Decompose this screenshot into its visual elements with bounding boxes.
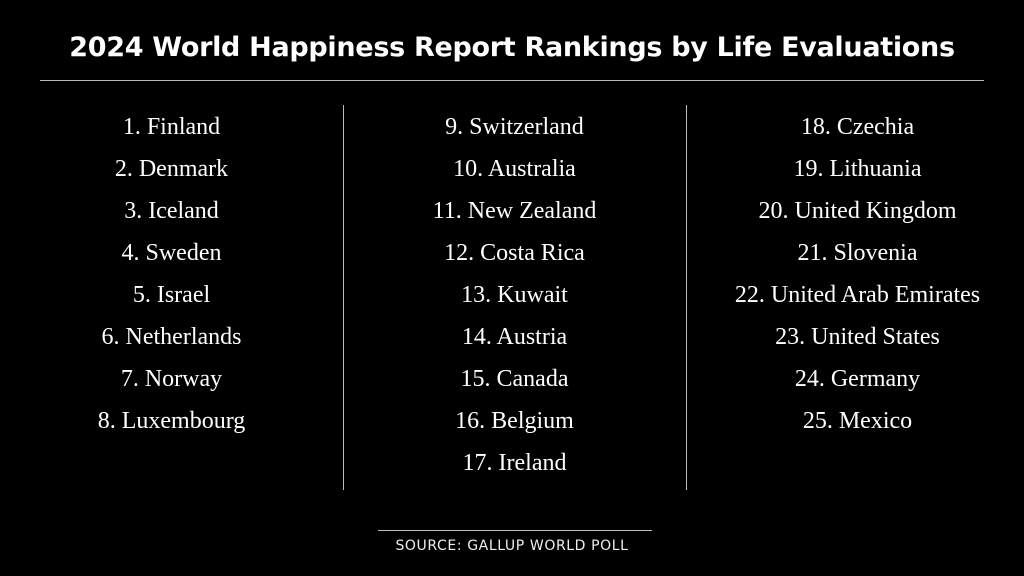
ranking-item: 17. Ireland [462, 450, 567, 476]
ranking-item: 21. Slovenia [797, 240, 918, 266]
ranking-item: 20. United Kingdom [758, 198, 957, 224]
ranking-item: 9. Switzerland [445, 114, 584, 140]
ranking-item: 2. Denmark [114, 156, 229, 182]
divider [686, 105, 687, 490]
ranking-item: 15. Canada [460, 366, 569, 392]
ranking-item: 3. Iceland [124, 198, 219, 224]
divider [343, 105, 344, 490]
ranking-item: 23. United States [775, 324, 940, 350]
ranking-item: 18. Czechia [800, 114, 915, 140]
ranking-item: 6. Netherlands [101, 324, 242, 350]
ranking-item: 25. Mexico [802, 408, 913, 434]
ranking-item: 1. Finland [122, 114, 221, 140]
ranking-item: 24. Germany [794, 366, 921, 392]
ranking-item: 11. New Zealand [432, 198, 597, 224]
ranking-column: 9. Switzerland 10. Australia 11. New Zeala… [343, 108, 686, 486]
ranking-item: 16. Belgium [455, 408, 574, 434]
title-rule [40, 80, 984, 81]
ranking-item: 13. Kuwait [461, 282, 568, 308]
ranking-column: 1. Finland 2. Denmark 3. Iceland 4. Sweden 5… [0, 108, 343, 444]
ranking-item: 5. Israel [132, 282, 211, 308]
ranking-item: 10. Australia [453, 156, 576, 182]
ranking-item: 4. Sweden [121, 240, 222, 266]
ranking-item: 7. Norway [120, 366, 223, 392]
ranking-item: 14. Austria [461, 324, 568, 350]
ranking-item: 22. United Arab Emirates [734, 282, 981, 308]
title: 2024 World Happiness Report Rankings by … [69, 32, 955, 63]
ranking-column: 18. Czechia 19. Lithuania 20. United Kingd… [686, 108, 1024, 444]
ranking-item: 8. Luxembourg [97, 408, 246, 434]
source: SOURCE: GALLUP WORLD POLL [395, 538, 629, 554]
source-rule [378, 530, 652, 531]
ranking-item: 12. Costa Rica [444, 240, 585, 266]
ranking-item: 19. Lithuania [793, 156, 922, 182]
